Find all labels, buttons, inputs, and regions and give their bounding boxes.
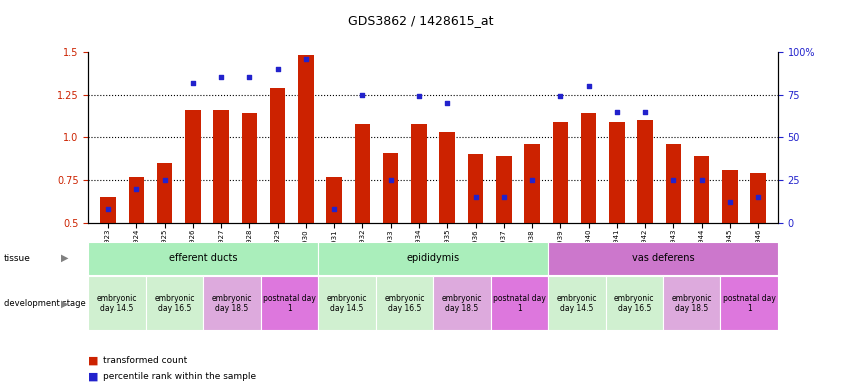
Bar xyxy=(609,122,625,223)
Bar xyxy=(750,173,766,223)
Bar xyxy=(665,144,681,223)
Text: ■: ■ xyxy=(88,371,103,381)
Text: ▶: ▶ xyxy=(61,253,68,263)
Bar xyxy=(185,110,201,223)
Bar xyxy=(721,276,778,330)
Point xyxy=(497,194,510,200)
Point xyxy=(610,109,623,115)
Bar xyxy=(722,170,738,223)
Text: ■: ■ xyxy=(88,356,103,366)
Point xyxy=(327,206,341,212)
Point xyxy=(667,177,680,183)
Bar xyxy=(376,276,433,330)
Bar xyxy=(440,132,455,223)
Text: development stage: development stage xyxy=(4,299,86,308)
Point xyxy=(186,79,199,86)
Point xyxy=(384,177,398,183)
Text: embryonic
day 14.5: embryonic day 14.5 xyxy=(557,294,597,313)
Bar xyxy=(383,153,399,223)
Text: embryonic
day 18.5: embryonic day 18.5 xyxy=(212,294,252,313)
Bar xyxy=(553,122,568,223)
Point xyxy=(441,100,454,106)
Bar xyxy=(318,242,548,275)
Point xyxy=(751,194,764,200)
Point xyxy=(356,91,369,98)
Bar xyxy=(663,276,721,330)
Bar xyxy=(524,144,540,223)
Bar xyxy=(606,276,663,330)
Point xyxy=(102,206,115,212)
Point xyxy=(582,83,595,89)
Text: transformed count: transformed count xyxy=(103,356,188,366)
Bar xyxy=(694,156,710,223)
Point xyxy=(412,93,426,99)
Text: embryonic
day 14.5: embryonic day 14.5 xyxy=(326,294,368,313)
Bar xyxy=(490,276,548,330)
Text: postnatal day
1: postnatal day 1 xyxy=(263,294,316,313)
Bar xyxy=(548,242,778,275)
Bar xyxy=(468,154,484,223)
Bar xyxy=(261,276,318,330)
Bar xyxy=(88,242,318,275)
Text: postnatal day
1: postnatal day 1 xyxy=(493,294,546,313)
Bar xyxy=(548,276,606,330)
Point xyxy=(526,177,539,183)
Bar xyxy=(299,55,314,223)
Point xyxy=(553,93,567,99)
Bar xyxy=(88,276,145,330)
Bar xyxy=(156,163,172,223)
Text: percentile rank within the sample: percentile rank within the sample xyxy=(103,372,257,381)
Point xyxy=(299,56,313,62)
Bar xyxy=(214,110,229,223)
Point xyxy=(271,66,284,72)
Text: tissue: tissue xyxy=(4,254,31,263)
Text: epididymis: epididymis xyxy=(406,253,460,263)
Bar xyxy=(100,197,116,223)
Bar xyxy=(496,156,511,223)
Text: GDS3862 / 1428615_at: GDS3862 / 1428615_at xyxy=(347,14,494,27)
Bar xyxy=(204,276,261,330)
Point xyxy=(130,185,143,192)
Bar xyxy=(145,276,204,330)
Bar xyxy=(411,124,426,223)
Point xyxy=(214,74,228,81)
Bar xyxy=(241,113,257,223)
Text: efferent ducts: efferent ducts xyxy=(169,253,237,263)
Bar xyxy=(433,276,490,330)
Bar xyxy=(129,177,144,223)
Text: ▶: ▶ xyxy=(61,298,68,308)
Bar xyxy=(355,124,370,223)
Point xyxy=(243,74,257,81)
Point xyxy=(723,199,737,205)
Point xyxy=(468,194,482,200)
Text: embryonic
day 16.5: embryonic day 16.5 xyxy=(154,294,195,313)
Text: embryonic
day 16.5: embryonic day 16.5 xyxy=(614,294,654,313)
Bar xyxy=(318,276,376,330)
Text: embryonic
day 16.5: embryonic day 16.5 xyxy=(384,294,425,313)
Bar xyxy=(326,177,342,223)
Text: vas deferens: vas deferens xyxy=(632,253,695,263)
Point xyxy=(695,177,708,183)
Text: embryonic
day 14.5: embryonic day 14.5 xyxy=(97,294,137,313)
Point xyxy=(158,177,172,183)
Bar xyxy=(270,88,285,223)
Bar xyxy=(637,120,653,223)
Point xyxy=(638,109,652,115)
Bar xyxy=(581,113,596,223)
Text: postnatal day
1: postnatal day 1 xyxy=(722,294,775,313)
Text: embryonic
day 18.5: embryonic day 18.5 xyxy=(442,294,482,313)
Text: embryonic
day 18.5: embryonic day 18.5 xyxy=(671,294,712,313)
